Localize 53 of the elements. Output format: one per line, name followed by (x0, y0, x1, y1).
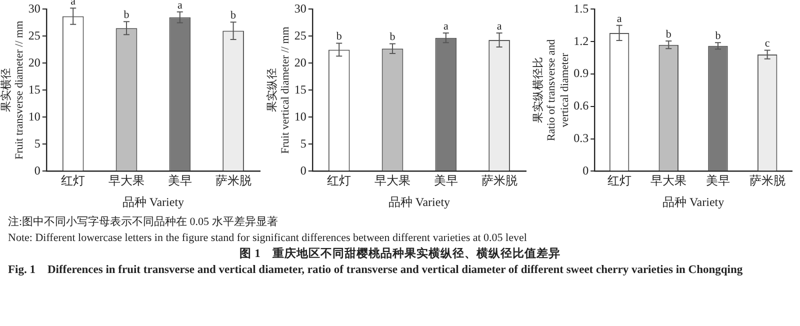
x-tick-label: 早大果 (650, 174, 687, 188)
chart-title: 图 1 重庆地区不同甜樱桃品种果实横纵径、横纵径比值差异 (240, 248, 560, 260)
text: Fig. 1 Differences in fruit transverse and vertical diameter, ratio of transverse and vertical diameter of different sweet cherry varieties in Chongqing (8, 263, 744, 278)
annotation: c (764, 38, 770, 50)
y-tick-label: 0 (300, 163, 306, 178)
y-tick-label: 1.2 (574, 34, 589, 48)
x-tick-label: 萨米脱 (481, 174, 518, 188)
y-tick-label: 0 (582, 163, 589, 178)
annotation: b (715, 30, 722, 42)
y-tick-label: 0.9 (574, 66, 589, 80)
x-tick-label: 早大果 (108, 174, 144, 188)
y-tick-label: 1.5 (574, 1, 589, 16)
y-axis-title: 果实横径 Fruit transverse diameter // mm (0, 20, 26, 160)
x-axis-title: 品种 Variety (122, 194, 184, 209)
text: Note: Different lowercase letters in the figure stand for significant differences between different varieties at 0.05 level (8, 231, 528, 246)
y-tick-label: 30 (294, 1, 306, 16)
y-tick-label: 5 (34, 136, 40, 150)
y-tick-label: 25 (294, 28, 306, 42)
y-tick-label: 15 (28, 82, 40, 96)
x-tick-label: 早大果 (374, 174, 410, 188)
x-axis-title: 品种 Variety (662, 194, 724, 209)
annotation: b (336, 30, 342, 43)
y-tick-label: 5 (300, 136, 306, 150)
y-tick-label: 0.6 (574, 98, 589, 113)
x-tick-label: 萨米脱 (749, 174, 786, 188)
x-tick-label: 萨米脱 (215, 174, 252, 188)
text: 注:图中不同小写字母表示不同品种在 0.05 水平差异显著 (8, 214, 279, 230)
y-tick-label: 10 (294, 109, 306, 124)
y-tick-label: 15 (294, 82, 306, 96)
x-tick-label: 美早 (706, 174, 730, 188)
x-axis-title: 品种 Variety (388, 194, 450, 209)
annotation: a (496, 20, 502, 32)
x-tick-label: 美早 (434, 174, 458, 188)
y-tick-label: 25 (28, 28, 40, 42)
annotation: a (177, 0, 182, 12)
x-tick-label: 红灯 (607, 174, 632, 188)
annotation: a (443, 20, 448, 32)
y-tick-label: 10 (28, 109, 40, 124)
y-tick-label: 0.3 (574, 130, 589, 145)
y-tick-label: 30 (28, 1, 40, 16)
annotation: b (230, 10, 237, 22)
y-axis-title: 果实纵径 Fruit vertical diameter // mm (265, 26, 292, 154)
annotation: b (390, 31, 396, 44)
y-tick-label: 20 (28, 55, 40, 70)
annotation: b (124, 9, 130, 22)
annotation: a (616, 12, 622, 25)
annotation: b (666, 28, 672, 40)
x-tick-label: 美早 (168, 174, 192, 188)
x-tick-label: 红灯 (327, 174, 352, 188)
y-tick-label: 0 (34, 163, 40, 178)
x-tick-label: 红灯 (61, 174, 86, 188)
y-tick-label: 20 (294, 55, 306, 70)
y-axis-title: 果实纵横径比 Ratio of transverse and vertical diameter (531, 38, 571, 142)
